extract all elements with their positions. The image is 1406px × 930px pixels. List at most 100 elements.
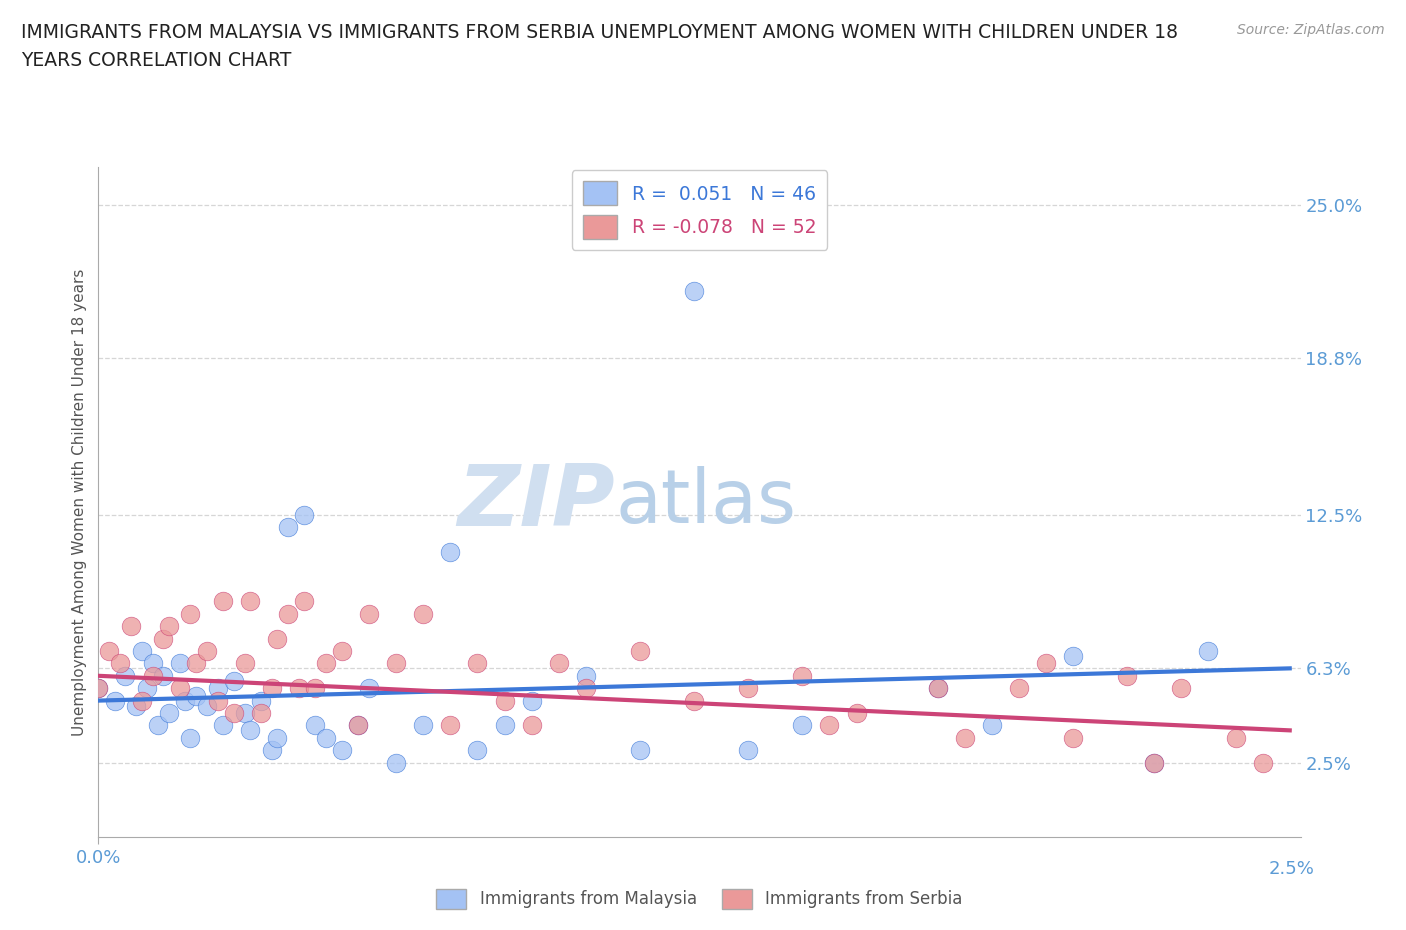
Point (439, 718, 461, 733)
Point (114, 669, 136, 684)
Point (315, 656, 337, 671)
Point (1225, 730, 1247, 745)
Point (1170, 681, 1192, 696)
Point (304, 681, 326, 696)
Point (304, 718, 326, 733)
Point (260, 743, 283, 758)
Point (385, 656, 408, 671)
Point (792, 669, 814, 684)
Point (737, 681, 759, 696)
Point (575, 681, 598, 696)
Point (1143, 755, 1166, 770)
Text: YEARS CORRELATION CHART: YEARS CORRELATION CHART (21, 51, 291, 70)
Point (222, 706, 245, 721)
Text: IMMIGRANTS FROM MALAYSIA VS IMMIGRANTS FROM SERBIA UNEMPLOYMENT AMONG WOMEN WITH: IMMIGRANTS FROM MALAYSIA VS IMMIGRANTS F… (21, 23, 1178, 42)
Point (222, 673, 245, 688)
Point (467, 743, 489, 758)
Point (169, 681, 191, 696)
Point (184, 688, 207, 703)
Text: ZIP: ZIP (458, 460, 616, 544)
Point (104, 693, 127, 708)
Point (207, 693, 229, 708)
Point (330, 644, 353, 658)
Point (683, 693, 706, 708)
Text: Source: ZipAtlas.com: Source: ZipAtlas.com (1237, 23, 1385, 37)
Point (179, 606, 201, 621)
Point (195, 644, 218, 658)
Point (347, 718, 370, 733)
Point (260, 681, 283, 696)
Point (152, 631, 174, 646)
Point (157, 706, 180, 721)
Point (575, 669, 598, 684)
Point (683, 284, 706, 299)
Point (359, 681, 381, 696)
Point (412, 606, 434, 621)
Point (292, 594, 315, 609)
Point (136, 681, 159, 696)
Point (494, 718, 516, 733)
Point (980, 718, 1002, 733)
Point (1143, 755, 1166, 770)
Point (277, 606, 299, 621)
Point (1062, 730, 1084, 745)
Legend: Immigrants from Malaysia, Immigrants from Serbia: Immigrants from Malaysia, Immigrants fro… (430, 882, 969, 916)
Point (520, 718, 543, 733)
Point (266, 730, 288, 745)
Point (1062, 648, 1084, 663)
Point (142, 669, 165, 684)
Point (330, 743, 353, 758)
Point (266, 631, 288, 646)
Point (108, 656, 131, 671)
Point (359, 606, 381, 621)
Point (233, 656, 256, 671)
Point (385, 755, 408, 770)
Point (737, 743, 759, 758)
Point (1251, 755, 1274, 770)
Point (792, 718, 814, 733)
Point (120, 618, 142, 633)
Point (287, 681, 309, 696)
Point (494, 693, 516, 708)
Point (292, 507, 315, 522)
Point (98, 644, 121, 658)
Point (927, 681, 949, 696)
Point (179, 730, 201, 745)
Point (315, 730, 337, 745)
Text: 2.5%: 2.5% (1268, 860, 1315, 878)
Point (174, 693, 197, 708)
Point (152, 669, 174, 684)
Point (87, 681, 110, 696)
Point (146, 718, 169, 733)
Point (1008, 681, 1031, 696)
Point (927, 681, 949, 696)
Point (818, 718, 841, 733)
Point (520, 693, 543, 708)
Point (845, 706, 868, 721)
Point (131, 693, 153, 708)
Point (1035, 656, 1057, 671)
Point (184, 656, 207, 671)
Point (439, 544, 461, 559)
Point (467, 656, 489, 671)
Point (1116, 669, 1139, 684)
Point (239, 594, 262, 609)
Point (412, 718, 434, 733)
Point (250, 706, 273, 721)
Point (347, 718, 370, 733)
Point (212, 718, 235, 733)
Text: atlas: atlas (616, 466, 796, 538)
Point (131, 644, 153, 658)
Point (212, 594, 235, 609)
Point (628, 743, 651, 758)
Point (195, 698, 218, 713)
Point (953, 730, 976, 745)
Point (1198, 644, 1220, 658)
Y-axis label: Unemployment Among Women with Children Under 18 years: Unemployment Among Women with Children U… (72, 269, 87, 736)
Point (233, 706, 256, 721)
Point (157, 618, 180, 633)
Point (250, 693, 273, 708)
Point (125, 698, 148, 713)
Point (87, 681, 110, 696)
Point (169, 656, 191, 671)
